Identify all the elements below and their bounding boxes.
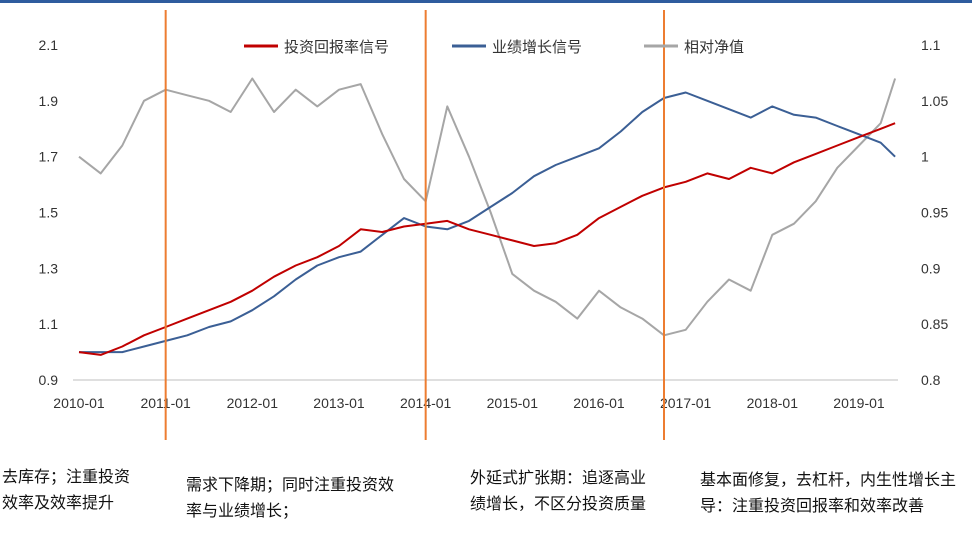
period-annotation-1: 去库存；注重投资效率及效率提升 bbox=[2, 467, 131, 512]
left-axis-tick-label: 1.5 bbox=[39, 205, 59, 221]
right-axis-tick-label: 1 bbox=[921, 149, 929, 165]
right-axis-tick-label: 1.05 bbox=[921, 93, 948, 109]
x-axis-tick-label: 2012-01 bbox=[227, 395, 279, 411]
series-line-2 bbox=[79, 91, 896, 354]
left-axis-tick-label: 2.1 bbox=[39, 37, 59, 53]
left-axis-tick-label: 1.9 bbox=[39, 93, 59, 109]
x-axis-tick-label: 2017-01 bbox=[660, 395, 712, 411]
x-axis-tick-label: 2015-01 bbox=[487, 395, 539, 411]
left-axis-tick-label: 1.7 bbox=[39, 149, 59, 165]
right-axis-tick-label: 0.95 bbox=[921, 205, 948, 221]
period-annotation-4: 基本面修复，去杠杆，内生性增长主导：注重投资回报率和效率改善 bbox=[700, 470, 957, 515]
x-axis-tick-label: 2019-01 bbox=[833, 395, 885, 411]
right-axis-tick-label: 0.85 bbox=[921, 316, 948, 332]
right-axis-tick-label: 1.1 bbox=[921, 37, 941, 53]
x-axis-tick-label: 2018-01 bbox=[747, 395, 799, 411]
left-axis-tick-label: 0.9 bbox=[39, 372, 59, 388]
period-annotation-2: 需求下降期；同时注重投资效率与业绩增长； bbox=[186, 475, 395, 520]
legend-label-3: 相对净值 bbox=[684, 38, 744, 56]
period-annotation-3: 外延式扩张期：追逐高业绩增长，不区分投资质量 bbox=[470, 468, 647, 513]
x-axis-tick-label: 2013-01 bbox=[313, 395, 365, 411]
x-axis-tick-label: 2016-01 bbox=[573, 395, 625, 411]
legend-label-1: 投资回报率信号 bbox=[284, 38, 389, 56]
right-axis-tick-label: 0.9 bbox=[921, 260, 941, 276]
top-rule bbox=[0, 0, 972, 3]
right-axis-tick-label: 0.8 bbox=[921, 372, 941, 388]
chart: 0.9 1.1 1.3 1.5 1.7 1.9 2.1 0.8 0.85 0.9 0.95 1 1.05… bbox=[39, 10, 948, 440]
legend-label-2: 业绩增长信号 bbox=[492, 38, 582, 56]
series-line-3 bbox=[78, 77, 897, 337]
x-axis-tick-label: 2010-01 bbox=[53, 395, 105, 411]
left-axis-tick-label: 1.3 bbox=[39, 260, 59, 276]
left-axis-tick-label: 1.1 bbox=[39, 316, 59, 332]
series-line-1 bbox=[78, 122, 896, 356]
chart-svg: 0.9 1.1 1.3 1.5 1.7 1.9 2.1 0.8 0.85 0.9 0.95 1 1.05… bbox=[39, 10, 948, 440]
